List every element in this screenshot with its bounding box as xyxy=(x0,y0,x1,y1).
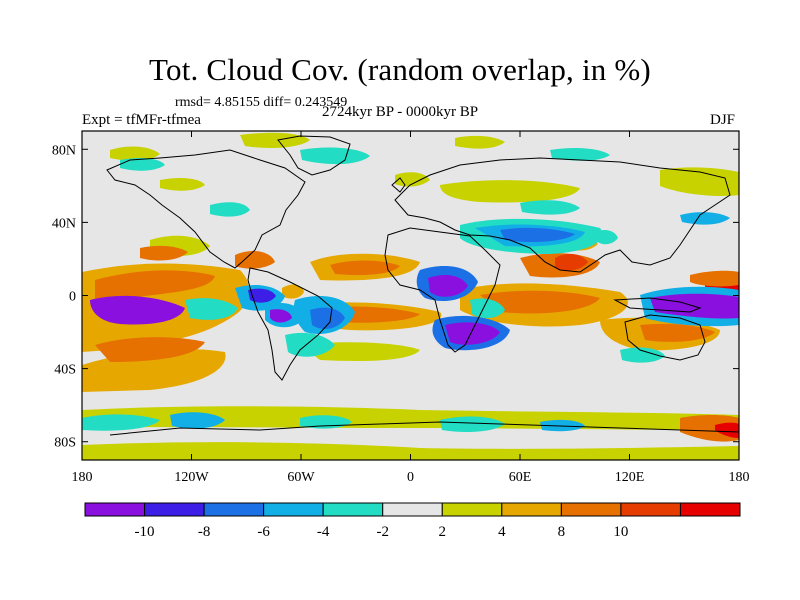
x-tick-label: 180 xyxy=(729,470,750,485)
colorbar-label: -4 xyxy=(317,524,330,540)
colorbar-label: 8 xyxy=(558,524,566,540)
y-tick-label: 40S xyxy=(54,363,76,378)
colorbar-box xyxy=(679,502,741,517)
anomaly-field xyxy=(82,132,739,460)
colorbar-label: -6 xyxy=(257,524,270,540)
colorbar-box xyxy=(322,502,384,517)
colorbar-box xyxy=(441,502,503,517)
colorbar-box xyxy=(263,502,324,517)
colorbar-box xyxy=(620,502,681,517)
season-label: DJF xyxy=(710,112,736,128)
y-tick-label: 80N xyxy=(52,143,76,158)
colorbar-label: 10 xyxy=(613,524,628,540)
period-label: 2724kyr BP - 0000kyr BP xyxy=(322,104,479,120)
colorbar-box xyxy=(84,502,146,517)
colorbar-label: -2 xyxy=(376,524,389,540)
x-tick-label: 60W xyxy=(287,470,315,485)
x-tick-label: 120E xyxy=(615,470,645,485)
colorbar-label: 4 xyxy=(498,524,506,540)
colorbar-box xyxy=(144,502,205,517)
x-tick-label: 120W xyxy=(174,470,209,485)
experiment-label: Expt = tfMFr-tfmea xyxy=(82,112,201,128)
y-tick-label: 80S xyxy=(54,436,76,451)
y-tick-label: 40N xyxy=(52,216,76,231)
colorbar-label: 2 xyxy=(439,524,447,540)
stats-label: rmsd= 4.85155 diff= 0.243549 xyxy=(175,95,348,110)
x-tick-label: 180 xyxy=(72,470,93,485)
negative-anomalies xyxy=(82,147,739,432)
x-axis: 180 120W 60W 0 60E 120E 180 xyxy=(72,131,750,485)
colorbar-box xyxy=(501,502,562,517)
colorbar-label: -10 xyxy=(135,524,155,540)
map-title: Tot. Cloud Cov. (random overlap, in %) xyxy=(149,52,651,87)
colorbar-box xyxy=(203,502,265,517)
x-tick-label: 60E xyxy=(509,470,532,485)
colorbar: -10 -8 -6 -4 -2 2 4 8 10 xyxy=(84,502,741,540)
colorbar-box xyxy=(560,502,622,517)
coastlines xyxy=(106,135,739,436)
y-axis: 80N 40N 0 40S 80S xyxy=(52,143,739,451)
colorbar-label: -8 xyxy=(198,524,211,540)
x-tick-label: 0 xyxy=(407,470,414,485)
y-tick-label: 0 xyxy=(69,290,76,305)
colorbar-box xyxy=(382,502,443,517)
